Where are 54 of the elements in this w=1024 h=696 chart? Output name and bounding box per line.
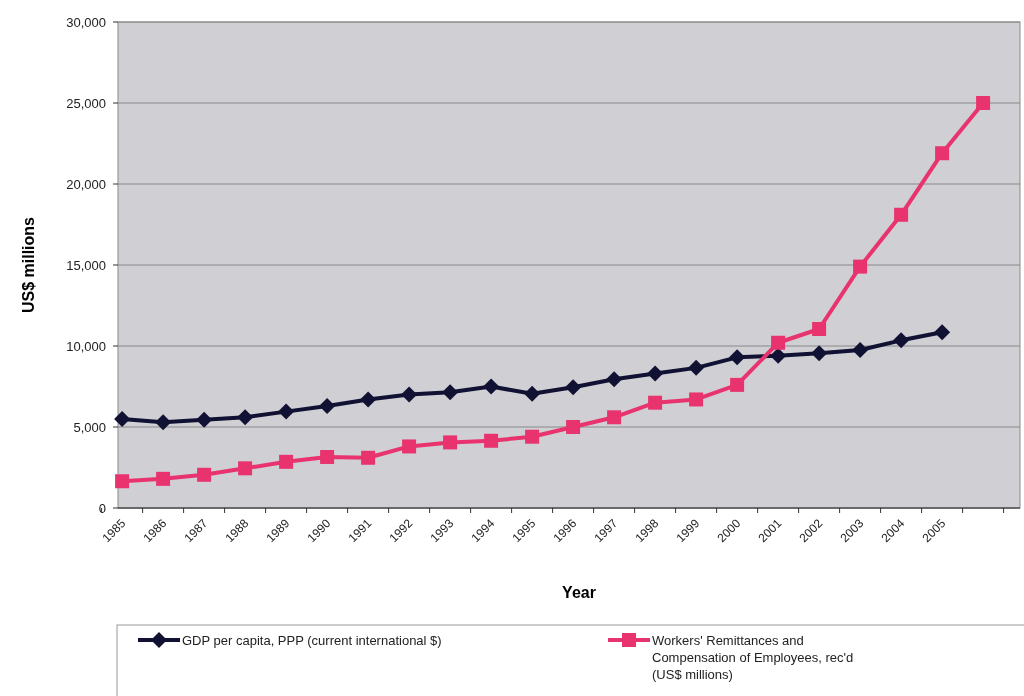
y-tick-label: 25,000 xyxy=(66,95,106,111)
point xyxy=(483,378,500,395)
point xyxy=(893,332,910,349)
point xyxy=(361,450,376,465)
y-tick-label: 30,000 xyxy=(66,14,106,30)
point xyxy=(566,420,581,434)
point xyxy=(319,397,336,414)
point xyxy=(279,454,294,469)
point xyxy=(894,207,909,222)
point xyxy=(812,321,827,336)
point xyxy=(360,391,377,408)
point xyxy=(401,386,418,403)
y-tick-label: 10,000 xyxy=(66,338,106,354)
x-axis-title: Year xyxy=(562,584,596,601)
point xyxy=(976,96,991,110)
y-tick-label: 0 xyxy=(98,500,106,516)
point xyxy=(565,379,582,396)
y-tick-label: 20,000 xyxy=(66,176,106,192)
point xyxy=(442,384,459,401)
point xyxy=(115,474,130,489)
point xyxy=(197,467,212,482)
point xyxy=(484,433,499,448)
point xyxy=(771,335,786,350)
point xyxy=(689,392,704,407)
point xyxy=(688,359,705,376)
point xyxy=(443,435,458,450)
point xyxy=(935,146,950,161)
point xyxy=(237,409,254,426)
point xyxy=(320,449,335,464)
point xyxy=(278,403,295,420)
y-tick-label: 5,000 xyxy=(73,419,106,435)
point xyxy=(238,461,253,476)
y-tick-label: 15,000 xyxy=(66,257,106,273)
point xyxy=(648,395,663,410)
legend-label: GDP per capita, PPP (current international $) xyxy=(182,633,442,648)
point xyxy=(852,342,869,359)
point xyxy=(525,429,540,444)
point xyxy=(770,347,787,364)
point xyxy=(402,439,417,454)
point xyxy=(155,414,172,431)
point xyxy=(934,324,951,341)
point xyxy=(524,385,541,402)
point xyxy=(114,410,131,427)
point xyxy=(607,410,622,425)
point xyxy=(729,349,746,366)
point xyxy=(853,259,868,274)
legend-label: Workers' Remittances and Compensation of Employees, rec'd (US$ millions) xyxy=(652,633,854,682)
point xyxy=(156,471,171,486)
point xyxy=(647,365,664,382)
y-axis-title: US$ millions xyxy=(20,216,37,314)
point xyxy=(730,377,745,392)
point xyxy=(196,411,213,428)
point xyxy=(606,371,623,388)
point xyxy=(811,345,828,362)
